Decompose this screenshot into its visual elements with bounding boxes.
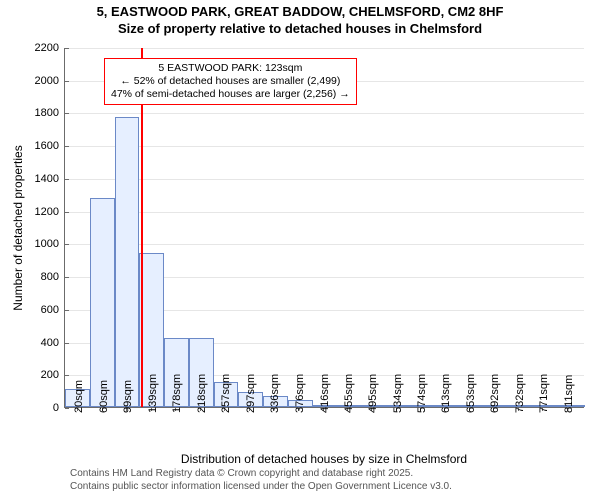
annotation-box: 5 EASTWOOD PARK: 123sqm ← 52% of detache… (104, 58, 357, 105)
y-tick-label: 2200 (35, 42, 65, 54)
y-axis-label: Number of detached properties (11, 145, 25, 310)
footnote-line1: Contains HM Land Registry data © Crown c… (70, 468, 452, 481)
y-tick-label: 400 (41, 337, 65, 349)
x-tick-label: 178sqm (171, 374, 183, 413)
x-tick-label: 336sqm (269, 374, 281, 413)
x-tick-label: 653sqm (465, 374, 477, 413)
annotation-line3: 47% of semi-detached houses are larger (… (111, 88, 350, 101)
x-tick-label: 574sqm (416, 374, 428, 413)
x-tick-label: 613sqm (440, 374, 452, 413)
annotation-line2: ← 52% of detached houses are smaller (2,… (111, 75, 350, 88)
x-tick-label: 257sqm (220, 374, 232, 413)
histogram-bar (90, 198, 115, 407)
chart-title-line1: 5, EASTWOOD PARK, GREAT BADDOW, CHELMSFO… (0, 4, 600, 21)
x-tick-label: 455sqm (343, 374, 355, 413)
x-tick-label: 811sqm (563, 375, 575, 413)
x-tick-label: 376sqm (294, 374, 306, 413)
histogram-chart: 5, EASTWOOD PARK, GREAT BADDOW, CHELMSFO… (0, 0, 600, 500)
chart-title-line2: Size of property relative to detached ho… (0, 21, 600, 38)
x-tick-label: 297sqm (245, 374, 257, 413)
x-tick-label: 495sqm (367, 374, 379, 413)
y-tick-label: 1800 (35, 107, 65, 119)
x-tick-label: 60sqm (98, 380, 110, 413)
y-tick-label: 200 (41, 369, 65, 381)
x-tick-label: 139sqm (147, 374, 159, 413)
y-tick-label: 0 (53, 402, 65, 414)
chart-title-block: 5, EASTWOOD PARK, GREAT BADDOW, CHELMSFO… (0, 4, 600, 38)
plot-area: 0200400600800100012001400160018002000220… (64, 48, 584, 408)
footnote: Contains HM Land Registry data © Crown c… (70, 468, 452, 493)
x-tick-label: 99sqm (122, 380, 134, 413)
x-tick-label: 416sqm (319, 374, 331, 413)
annotation-line1: 5 EASTWOOD PARK: 123sqm (111, 62, 350, 75)
x-axis-label: Distribution of detached houses by size … (181, 452, 467, 466)
y-tick-label: 1000 (35, 238, 65, 250)
y-tick-label: 1600 (35, 140, 65, 152)
x-tick-label: 732sqm (514, 374, 526, 413)
y-tick-label: 1200 (35, 206, 65, 218)
x-tick-label: 534sqm (392, 374, 404, 413)
histogram-bar (115, 117, 140, 407)
y-tick-label: 800 (41, 271, 65, 283)
y-tick-label: 1400 (35, 173, 65, 185)
y-tick-label: 2000 (35, 75, 65, 87)
x-tick-label: 771sqm (538, 374, 550, 413)
x-tick-label: 218sqm (196, 374, 208, 413)
x-tick-label: 20sqm (73, 380, 85, 413)
y-tick-label: 600 (41, 304, 65, 316)
x-tick-label: 692sqm (489, 374, 501, 413)
footnote-line2: Contains public sector information licen… (70, 481, 452, 494)
